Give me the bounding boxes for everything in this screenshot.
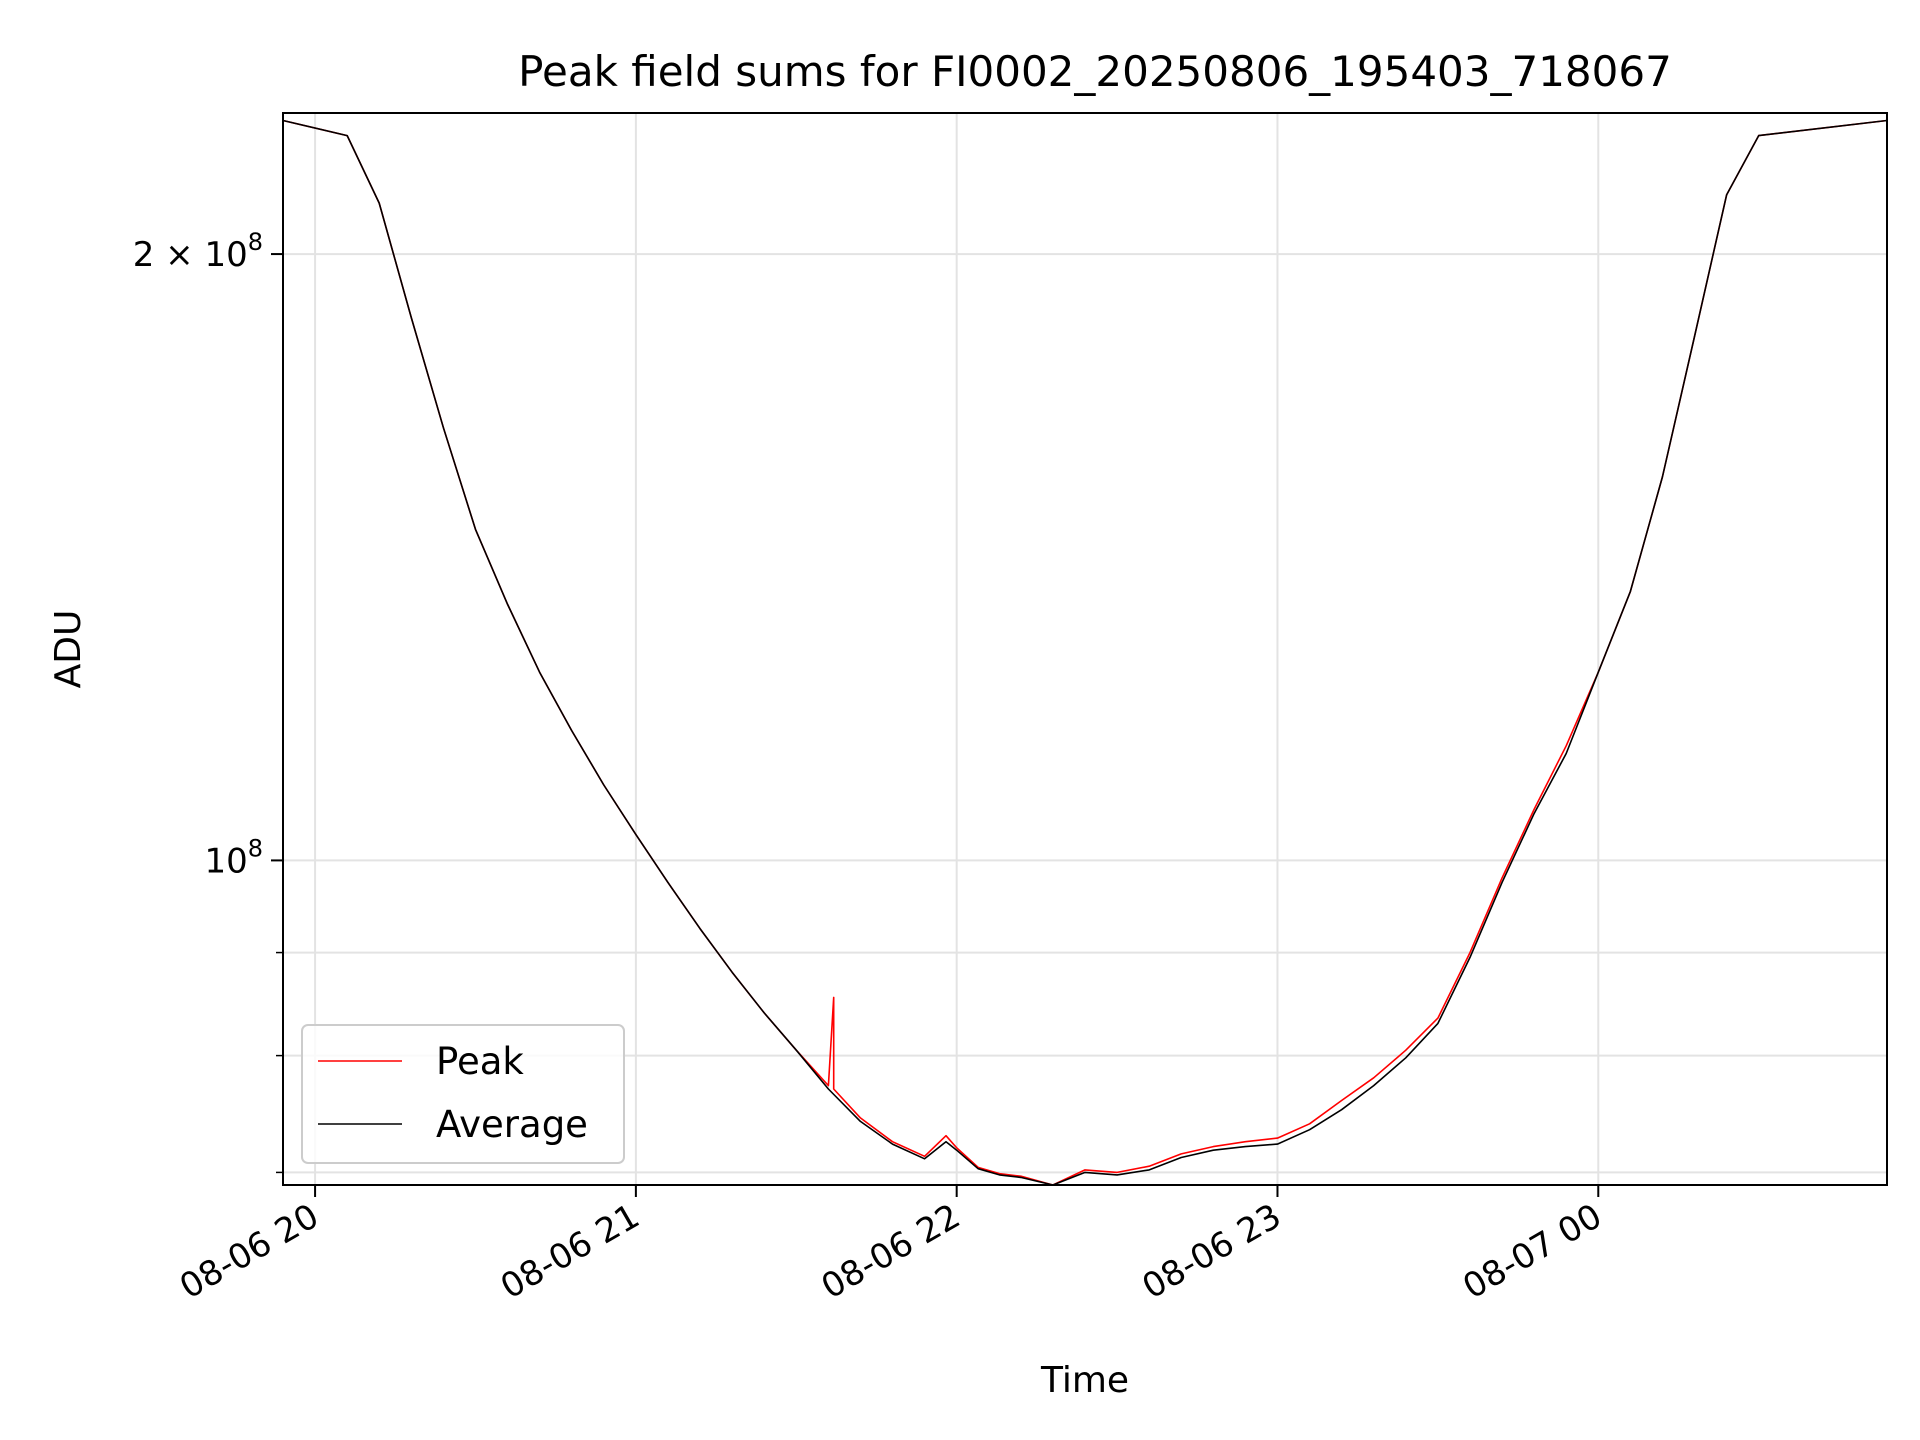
x-tick-label: 08-06 23	[1136, 1196, 1288, 1307]
y-tick-exponent: 8	[248, 228, 263, 256]
y-tick-base: 10	[204, 841, 247, 881]
legend-box	[301, 1024, 625, 1164]
legend-average-label: Average	[436, 1103, 588, 1146]
y-tick-label: 2 × 108	[133, 228, 263, 275]
legend-peak-label: Peak	[436, 1040, 524, 1083]
y-tick-label: 108	[204, 834, 263, 881]
y-tick-exponent: 8	[248, 834, 263, 862]
y-tick-base: 10	[204, 235, 247, 275]
grid-lines	[283, 113, 1887, 1185]
series-lines	[282, 119, 1888, 1186]
x-tick-label: 08-06 20	[173, 1196, 325, 1307]
y-tick-mantissa: 2 ×	[133, 235, 205, 275]
y-axis-label: ADU	[48, 610, 89, 689]
x-axis-ticks: 08-06 20 08-06 21 08-06 22 08-06 23 08-07 00	[173, 1185, 1609, 1307]
chart-title: Peak field sums for FI0002_20250806_1954…	[518, 47, 1672, 96]
chart-legend: Peak Average	[301, 1024, 625, 1164]
x-tick-label: 08-06 21	[494, 1196, 646, 1307]
x-axis-label: Time	[1040, 1360, 1129, 1401]
x-tick-label: 08-06 22	[815, 1196, 967, 1307]
average-series-line	[282, 119, 1888, 1186]
plot-frame	[282, 112, 1888, 1186]
x-tick-label: 08-07 00	[1456, 1196, 1608, 1307]
